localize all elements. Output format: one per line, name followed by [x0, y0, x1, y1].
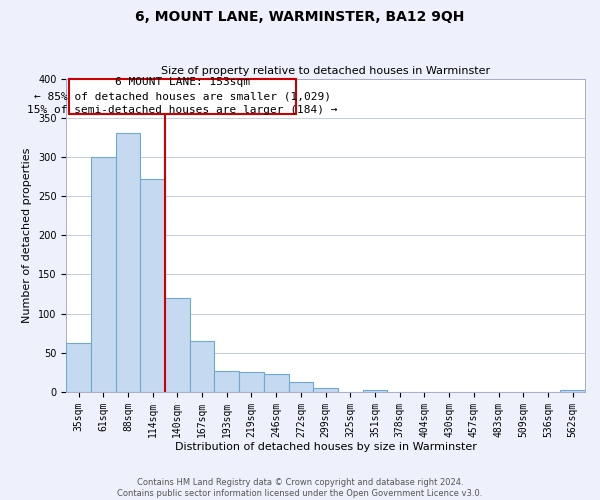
Bar	[140, 179, 165, 392]
Bar	[190, 341, 214, 392]
Bar	[165, 298, 190, 392]
Bar	[239, 372, 264, 392]
Title: Size of property relative to detached houses in Warminster: Size of property relative to detached ho…	[161, 66, 490, 76]
Bar	[66, 342, 91, 392]
Bar	[214, 371, 239, 392]
Bar	[313, 388, 338, 392]
Bar	[91, 157, 116, 392]
Bar	[362, 390, 388, 392]
X-axis label: Distribution of detached houses by size in Warminster: Distribution of detached houses by size …	[175, 442, 476, 452]
Bar	[289, 382, 313, 392]
Text: Contains HM Land Registry data © Crown copyright and database right 2024.
Contai: Contains HM Land Registry data © Crown c…	[118, 478, 482, 498]
Bar	[560, 390, 585, 392]
Bar	[264, 374, 289, 392]
Text: 6 MOUNT LANE: 153sqm
← 85% of detached houses are smaller (1,029)
15% of semi-de: 6 MOUNT LANE: 153sqm ← 85% of detached h…	[27, 78, 338, 116]
FancyBboxPatch shape	[68, 78, 296, 114]
Text: 6, MOUNT LANE, WARMINSTER, BA12 9QH: 6, MOUNT LANE, WARMINSTER, BA12 9QH	[136, 10, 464, 24]
Bar	[116, 134, 140, 392]
Y-axis label: Number of detached properties: Number of detached properties	[22, 148, 32, 323]
